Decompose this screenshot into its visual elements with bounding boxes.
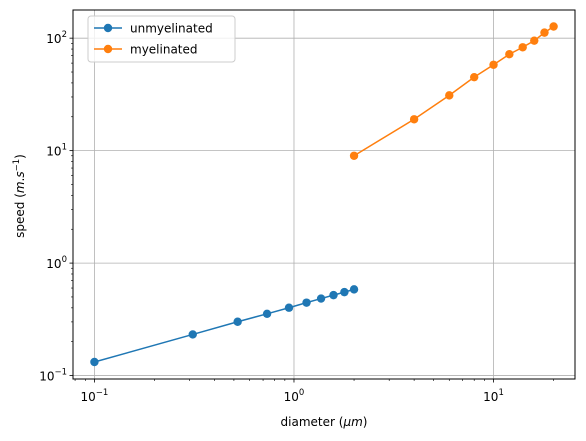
- legend-box: [87, 15, 236, 63]
- legend-label-myelinated: myelinated: [130, 43, 198, 57]
- data-point-unmyelinated: [262, 309, 272, 319]
- series-line-myelinated: [353, 25, 555, 157]
- grid: [73, 10, 575, 379]
- series-line-unmyelinated: [94, 288, 355, 363]
- data-point-unmyelinated: [329, 290, 338, 300]
- legend: unmyelinated myelinated: [87, 15, 236, 63]
- axis-ticks: 10−1 100 101 10−1 100 101 102: [39, 30, 554, 404]
- data-point-unmyelinated: [340, 287, 349, 297]
- data-point-unmyelinated: [316, 294, 326, 303]
- legend-marker-unmyelinated: [103, 23, 113, 33]
- data-point-unmyelinated: [90, 357, 99, 367]
- data-point-myelinated: [409, 115, 419, 124]
- data-point-unmyelinated: [188, 330, 197, 339]
- x-tick-label: 10−1: [81, 388, 109, 404]
- legend-label-unmyelinated: unmyelinated: [130, 22, 213, 36]
- data-point-myelinated: [549, 22, 558, 31]
- y-tick-label: 101: [46, 143, 67, 159]
- y-tick-label: 100: [46, 255, 67, 271]
- data-point-myelinated: [489, 60, 498, 69]
- data-point-unmyelinated: [284, 303, 294, 312]
- data-point-unmyelinated: [302, 298, 311, 307]
- data-point-myelinated: [540, 28, 549, 37]
- data-point-myelinated: [469, 72, 479, 82]
- legend-marker-myelinated: [103, 44, 113, 54]
- x-axis-label: diameter (μm): [281, 415, 368, 429]
- y-tick-label: 10−1: [39, 368, 67, 384]
- plot-frame: [72, 9, 576, 380]
- x-tick-label: 101: [483, 388, 504, 404]
- y-tick-label: 102: [46, 30, 67, 46]
- data-point-myelinated: [530, 36, 539, 45]
- x-tick-label: 100: [284, 388, 305, 404]
- data-point-unmyelinated: [349, 285, 359, 294]
- data-point-myelinated: [445, 91, 454, 100]
- data-point-myelinated: [518, 43, 527, 52]
- data-point-myelinated: [349, 151, 359, 160]
- data-point-unmyelinated: [233, 317, 242, 326]
- y-axis-label: speed (m.s−1): [12, 154, 27, 238]
- data-series: [90, 22, 558, 367]
- data-point-myelinated: [505, 50, 514, 59]
